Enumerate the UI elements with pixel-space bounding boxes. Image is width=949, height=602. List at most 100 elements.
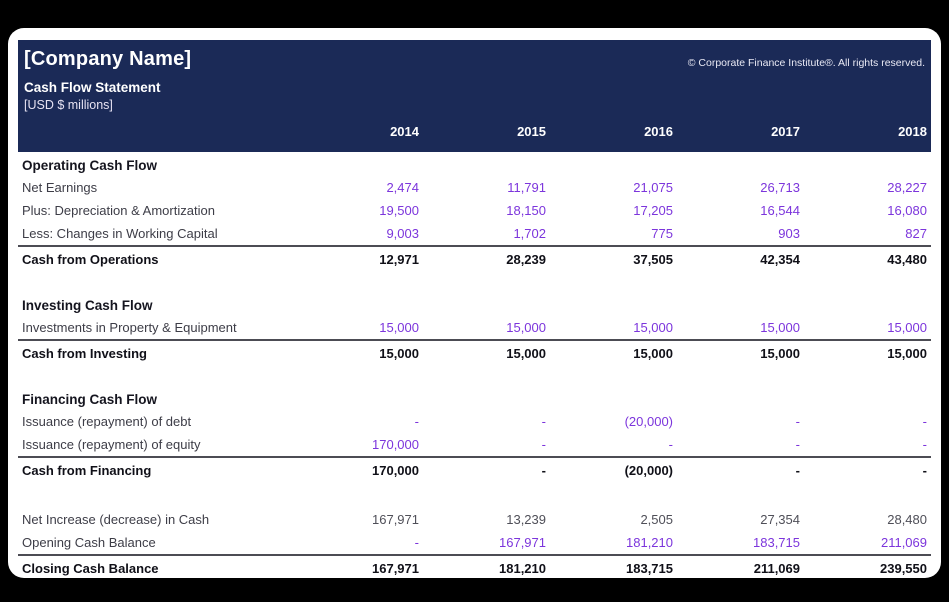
- total-label: Closing Cash Balance: [22, 560, 159, 576]
- section-spacer: [18, 482, 931, 503]
- row-label: Opening Cash Balance: [22, 535, 156, 550]
- calc-cell: 28,480: [887, 512, 927, 527]
- total-cell: 15,000: [379, 345, 419, 361]
- input-cell[interactable]: 16,544: [760, 203, 800, 218]
- table-row-investments: Investments in Property & Equipment 15,0…: [18, 316, 931, 339]
- table-row-net-earnings: Net Earnings 2,474 11,791 21,075 26,713 …: [18, 176, 931, 199]
- year-header: 2016: [644, 123, 673, 139]
- calc-cell: 167,971: [372, 512, 419, 527]
- row-label: Net Earnings: [22, 180, 98, 195]
- input-cell[interactable]: 18,150: [506, 203, 546, 218]
- input-cell[interactable]: 19,500: [379, 203, 419, 218]
- section-header-financing: Financing Cash Flow: [22, 392, 158, 407]
- input-cell[interactable]: 28,227: [887, 180, 927, 195]
- table-row-equity: Issuance (repayment) of equity 170,000 -…: [18, 433, 931, 456]
- total-cell: 15,000: [887, 345, 927, 361]
- input-cell[interactable]: 903: [778, 226, 800, 241]
- calc-cell: 2,505: [640, 512, 673, 527]
- total-cell: (20,000): [624, 462, 673, 478]
- row-label: Plus: Depreciation & Amortization: [22, 203, 215, 218]
- total-cell: 167,971: [372, 560, 419, 576]
- total-cell: 183,715: [626, 560, 673, 576]
- units-label: [USD $ millions]: [24, 98, 113, 112]
- row-label: Issuance (repayment) of equity: [22, 437, 201, 452]
- total-label: Cash from Operations: [22, 251, 159, 267]
- total-cell: 211,069: [753, 560, 800, 576]
- input-cell[interactable]: 170,000: [372, 437, 419, 452]
- total-cell: 181,210: [499, 560, 546, 576]
- total-label: Cash from Financing: [22, 462, 152, 478]
- year-header: 2015: [517, 123, 546, 139]
- total-cell: 15,000: [506, 345, 546, 361]
- total-cell: -: [795, 462, 800, 478]
- total-cell: -: [922, 462, 927, 478]
- section-spacer: [18, 271, 931, 292]
- table-row-net-increase: Net Increase (decrease) in Cash 167,971 …: [18, 508, 931, 531]
- input-cell[interactable]: 15,000: [760, 320, 800, 335]
- input-cell[interactable]: 167,971: [499, 535, 546, 550]
- input-cell[interactable]: -: [795, 437, 800, 452]
- input-cell[interactable]: 11,791: [507, 180, 546, 195]
- total-cell: 15,000: [633, 345, 673, 361]
- total-cell: 15,000: [760, 345, 800, 361]
- input-cell[interactable]: -: [795, 414, 800, 429]
- input-cell[interactable]: 17,205: [633, 203, 673, 218]
- input-cell[interactable]: 26,713: [760, 180, 800, 195]
- year-header: 2014: [390, 123, 419, 139]
- row-label: Investments in Property & Equipment: [22, 320, 237, 335]
- input-cell[interactable]: 183,715: [753, 535, 800, 550]
- input-cell[interactable]: 15,000: [887, 320, 927, 335]
- total-cell: 28,239: [506, 251, 546, 267]
- worksheet-card: [Company Name] © Corporate Finance Insti…: [8, 28, 941, 578]
- total-cell: 37,505: [633, 251, 673, 267]
- input-cell[interactable]: 15,000: [379, 320, 419, 335]
- total-row-closing-balance: Closing Cash Balance 167,971 181,210 183…: [18, 554, 931, 578]
- input-cell[interactable]: 181,210: [626, 535, 673, 550]
- company-name-field[interactable]: [Company Name]: [24, 48, 192, 70]
- input-cell[interactable]: -: [922, 437, 927, 452]
- section-spacer: [18, 365, 931, 386]
- input-cell[interactable]: 775: [651, 226, 673, 241]
- year-header: 2018: [898, 123, 927, 139]
- input-cell[interactable]: 211,069: [880, 535, 927, 550]
- total-cell: 239,550: [880, 560, 927, 576]
- calc-cell: 13,239: [506, 512, 546, 527]
- total-row-cash-from-investing: Cash from Investing 15,000 15,000 15,000…: [18, 339, 931, 365]
- calc-cell: 27,354: [760, 512, 800, 527]
- input-cell[interactable]: 21,075: [633, 180, 673, 195]
- row-label: Net Increase (decrease) in Cash: [22, 512, 210, 527]
- statement-title: Cash Flow Statement: [24, 80, 161, 95]
- cash-flow-table: Operating Cash Flow Net Earnings 2,474 1…: [18, 152, 931, 578]
- input-cell[interactable]: 1,702: [513, 226, 546, 241]
- total-label: Cash from Investing: [22, 345, 147, 361]
- section-header-investing: Investing Cash Flow: [22, 298, 153, 313]
- input-cell[interactable]: 16,080: [887, 203, 927, 218]
- input-cell[interactable]: -: [668, 437, 673, 452]
- input-cell[interactable]: -: [414, 535, 419, 550]
- input-cell[interactable]: -: [414, 414, 419, 429]
- input-cell[interactable]: 15,000: [633, 320, 673, 335]
- input-cell[interactable]: -: [541, 414, 546, 429]
- statement-header: [Company Name] © Corporate Finance Insti…: [18, 40, 931, 152]
- input-cell[interactable]: (20,000): [624, 414, 673, 429]
- year-header: 2017: [771, 123, 800, 139]
- total-cell: 42,354: [760, 251, 800, 267]
- row-label: Less: Changes in Working Capital: [22, 226, 218, 241]
- total-row-cash-from-financing: Cash from Financing 170,000 - (20,000) -…: [18, 456, 931, 482]
- input-cell[interactable]: 9,003: [386, 226, 419, 241]
- table-row-depreciation: Plus: Depreciation & Amortization 19,500…: [18, 199, 931, 222]
- copyright-text: © Corporate Finance Institute®. All righ…: [687, 57, 925, 69]
- input-cell[interactable]: -: [541, 437, 546, 452]
- total-cell: 43,480: [887, 251, 927, 267]
- input-cell[interactable]: 2,474: [386, 180, 419, 195]
- input-cell[interactable]: 827: [905, 226, 927, 241]
- row-label: Issuance (repayment) of debt: [22, 414, 192, 429]
- total-cell: 170,000: [372, 462, 419, 478]
- table-row-working-capital: Less: Changes in Working Capital 9,003 1…: [18, 222, 931, 245]
- table-row-debt: Issuance (repayment) of debt - - (20,000…: [18, 410, 931, 433]
- input-cell[interactable]: -: [922, 414, 927, 429]
- section-header-operating: Operating Cash Flow: [22, 158, 158, 173]
- total-row-cash-from-operations: Cash from Operations 12,971 28,239 37,50…: [18, 245, 931, 271]
- table-row-opening-balance: Opening Cash Balance - 167,971 181,210 1…: [18, 531, 931, 554]
- input-cell[interactable]: 15,000: [506, 320, 546, 335]
